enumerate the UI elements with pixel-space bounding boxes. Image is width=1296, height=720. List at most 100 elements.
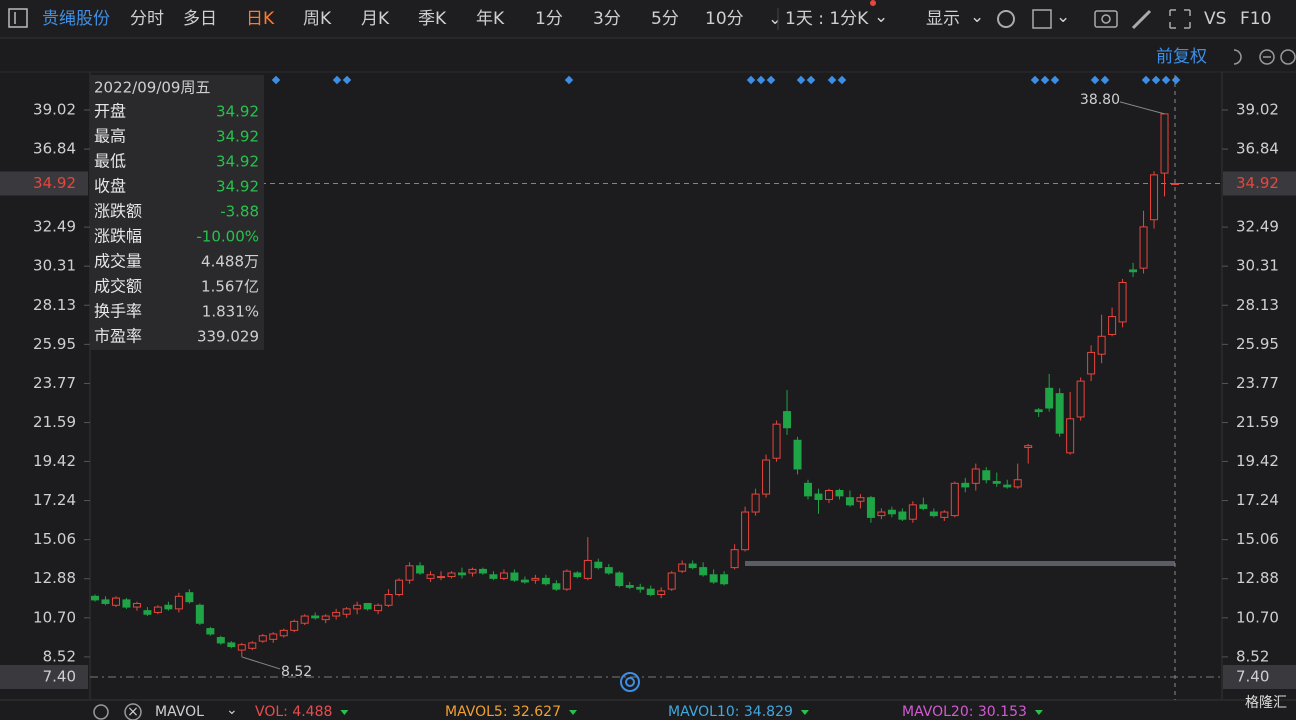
candle-body[interactable] (91, 595, 99, 601)
candle-body[interactable] (657, 590, 666, 596)
candle-body[interactable] (164, 604, 173, 610)
period-select[interactable]: 1天 : 1分K (785, 9, 869, 29)
draw-box-icon[interactable] (1032, 9, 1052, 29)
candle-body[interactable] (908, 504, 917, 520)
tab[interactable]: 1分 (535, 9, 563, 29)
candle-body[interactable] (856, 497, 865, 502)
candle-body[interactable] (510, 572, 519, 581)
candle-body[interactable] (1024, 445, 1033, 448)
candle-body[interactable] (101, 599, 110, 604)
candle-body[interactable] (814, 493, 823, 500)
candle-body[interactable] (1003, 484, 1012, 488)
candle-body[interactable] (1034, 409, 1043, 413)
candle-body[interactable] (311, 615, 320, 619)
settings-icon[interactable] (997, 10, 1015, 28)
candle-body[interactable] (845, 497, 854, 506)
tab[interactable]: 分时 (130, 9, 164, 29)
candle-body[interactable] (384, 594, 393, 606)
candle-body[interactable] (332, 611, 341, 617)
candle-body[interactable] (269, 633, 278, 640)
tab[interactable]: 年K (476, 9, 505, 29)
candle-body[interactable] (762, 459, 771, 495)
candle-body[interactable] (688, 563, 697, 569)
candle-body[interactable] (478, 568, 487, 574)
tab[interactable]: 月K (361, 9, 390, 29)
zoom-out-icon[interactable] (1259, 49, 1275, 65)
candle-body[interactable] (1139, 226, 1148, 269)
candle-body[interactable] (426, 574, 435, 579)
candle-body[interactable] (887, 509, 896, 515)
candle-body[interactable] (405, 565, 414, 581)
candle-body[interactable] (720, 574, 729, 585)
f10-button[interactable]: F10 (1240, 9, 1271, 29)
candle-body[interactable] (1171, 182, 1179, 185)
candle-body[interactable] (583, 559, 592, 579)
candle-body[interactable] (772, 423, 781, 459)
candle-body[interactable] (300, 615, 309, 624)
candle-body[interactable] (646, 588, 655, 596)
candle-body[interactable] (395, 579, 404, 596)
candle-body[interactable] (416, 565, 425, 574)
candle-body[interactable] (237, 644, 246, 651)
fullscreen-icon[interactable] (1169, 9, 1191, 29)
candle-body[interactable] (625, 585, 634, 588)
candle-body[interactable] (132, 602, 141, 608)
candle-body[interactable] (929, 511, 938, 517)
tab[interactable]: 日K (246, 9, 275, 29)
candle-body[interactable] (248, 642, 257, 649)
candle-body[interactable] (636, 586, 645, 590)
undo-icon[interactable] (1233, 49, 1242, 65)
tab[interactable]: 周K (303, 9, 332, 29)
zoom-handle[interactable] (620, 672, 640, 692)
candle-body[interactable] (437, 576, 446, 579)
adjust-mode[interactable]: 前复权 (1156, 47, 1207, 67)
candle-body[interactable] (457, 572, 466, 576)
candle-body[interactable] (122, 599, 131, 608)
candle-body[interactable] (1013, 479, 1022, 488)
candle-body[interactable] (342, 608, 351, 615)
candle-body[interactable] (321, 615, 330, 621)
candle-body[interactable] (919, 504, 928, 509)
indicator-settings[interactable] (93, 704, 109, 720)
candle-body[interactable] (363, 602, 372, 610)
candle-body[interactable] (971, 468, 980, 484)
candle-body[interactable] (143, 610, 152, 615)
tab[interactable]: 3分 (593, 9, 621, 29)
tab[interactable]: 多日 (183, 9, 217, 29)
candle-body[interactable] (573, 572, 582, 578)
candle-body[interactable] (279, 629, 288, 637)
candle-body[interactable] (499, 572, 508, 579)
dropdown-arrow[interactable]: ⌄ (768, 9, 782, 29)
display-menu[interactable]: 显示 (926, 9, 960, 29)
candle-body[interactable] (531, 577, 540, 581)
stock-name[interactable]: 贵绳股份 (42, 9, 110, 29)
candle-body[interactable] (950, 482, 959, 517)
camera-icon[interactable] (1094, 10, 1118, 28)
candle-body[interactable] (541, 577, 550, 585)
candle-body[interactable] (804, 482, 813, 497)
candle-body[interactable] (783, 411, 792, 429)
zoom-in-icon[interactable] (1280, 49, 1296, 65)
candle-body[interactable] (489, 574, 498, 579)
candle-body[interactable] (552, 583, 561, 590)
candle-body[interactable] (982, 470, 991, 481)
candle-body[interactable] (1076, 380, 1085, 418)
candle-body[interactable] (227, 642, 236, 648)
candle-body[interactable] (730, 549, 739, 569)
candle-body[interactable] (835, 490, 844, 497)
candle-body[interactable] (1150, 174, 1159, 221)
candle-body[interactable] (615, 572, 624, 587)
candle-body[interactable] (824, 490, 833, 500)
candle-body[interactable] (206, 628, 215, 635)
candle-body[interactable] (1118, 281, 1127, 323)
event-marker[interactable] (342, 75, 352, 85)
candle-body[interactable] (709, 574, 718, 583)
candle-body[interactable] (992, 481, 1001, 484)
candle-body[interactable] (699, 567, 708, 576)
candle-body[interactable] (1045, 387, 1054, 409)
candle-body[interactable] (290, 620, 299, 631)
tab[interactable]: 10分 (705, 9, 744, 29)
event-marker[interactable] (332, 75, 342, 85)
tab[interactable]: 5分 (651, 9, 679, 29)
candle-body[interactable] (1129, 269, 1138, 273)
